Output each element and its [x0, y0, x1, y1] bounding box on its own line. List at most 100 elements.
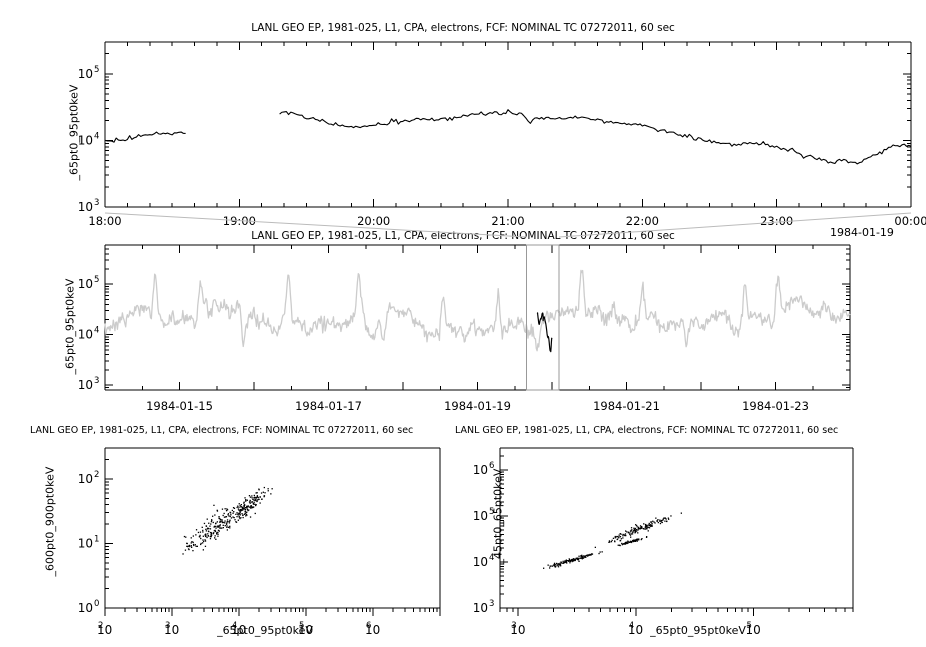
- scatter-point: [235, 513, 237, 515]
- scatter-point: [624, 542, 626, 544]
- scatter-point: [215, 525, 217, 528]
- scatter-point: [565, 559, 567, 561]
- scatter-point: [247, 505, 249, 507]
- scatter-point: [663, 517, 665, 519]
- scatter-point: [645, 525, 647, 528]
- scatter-point: [633, 539, 635, 541]
- scatter-point: [569, 559, 571, 561]
- scatter-point: [639, 525, 642, 527]
- scatter-point: [218, 526, 220, 528]
- scatter-point: [243, 513, 246, 515]
- scatter-point: [584, 555, 586, 557]
- scatter-point: [238, 513, 240, 515]
- scatter-point: [198, 535, 201, 538]
- scatter-point: [200, 542, 202, 545]
- scatter-point: [636, 540, 638, 542]
- scatter-point: [646, 536, 648, 538]
- scatter-point: [646, 527, 648, 530]
- scatter-point: [191, 541, 193, 543]
- tick-exponent: 5: [299, 621, 304, 631]
- scatter-point: [230, 514, 232, 516]
- scatter-points: [182, 486, 273, 555]
- scatter-point: [200, 537, 202, 540]
- scatter-point: [566, 562, 568, 564]
- scatter-point: [590, 554, 592, 556]
- scatter-point: [630, 536, 632, 538]
- scatter-point: [213, 530, 215, 532]
- scatter-point: [637, 529, 639, 531]
- scatter-point: [568, 560, 570, 562]
- tick-exponent: 6: [489, 461, 494, 471]
- scatter-point: [581, 557, 583, 559]
- scatter-point: [254, 499, 257, 501]
- scatter-point: [225, 510, 228, 512]
- scatter-point: [211, 519, 213, 522]
- y-tick-label: 10 5: [473, 507, 495, 523]
- scatter-point: [665, 518, 667, 520]
- scatter-point: [581, 554, 583, 556]
- scatter-point: [616, 538, 619, 540]
- scatter-point: [233, 511, 235, 513]
- scatter-point: [627, 542, 629, 544]
- scatter-point: [617, 544, 619, 546]
- scatter-point: [586, 554, 588, 556]
- scatter-point: [591, 553, 593, 555]
- scatter-point: [202, 535, 204, 537]
- scatter-point: [248, 501, 251, 503]
- scatter-point: [204, 540, 207, 542]
- scatter-point: [564, 561, 566, 563]
- scatter-point: [224, 520, 226, 522]
- tick-exponent: 3: [165, 621, 170, 631]
- scatter-point: [621, 542, 623, 545]
- tick-mantissa: 10: [510, 623, 525, 637]
- scatter-point: [220, 521, 222, 523]
- scatter-point: [645, 536, 648, 538]
- scatter-point: [244, 512, 246, 514]
- top-trace-segment-0: [104, 131, 186, 143]
- scatter-point: [214, 530, 217, 533]
- scatter-point: [263, 495, 266, 497]
- scatter-point: [652, 520, 654, 522]
- scatter-point: [217, 529, 220, 531]
- scatter-point: [651, 524, 653, 526]
- scatter-point: [573, 558, 575, 560]
- scatter-point: [240, 517, 242, 519]
- scatter-point: [226, 509, 229, 511]
- panel-top-timeseries: LANL GEO EP, 1981-025, L1, CPA, electron…: [0, 0, 926, 239]
- scatter-point: [255, 497, 257, 499]
- scatter-point: [229, 515, 231, 518]
- scatter-point: [192, 543, 195, 546]
- scatter-point: [218, 530, 220, 532]
- tick-exponent: 1: [94, 534, 99, 544]
- scatter-point: [583, 556, 586, 558]
- scatter-point: [666, 520, 668, 522]
- scatter-point: [662, 518, 664, 520]
- x-tick-label: 1984-01-19: [444, 399, 511, 413]
- scatter-point: [634, 527, 636, 530]
- scatter-point: [231, 509, 233, 512]
- scatter-point: [205, 533, 207, 535]
- scatter-point: [629, 533, 631, 535]
- scatter-point: [238, 515, 240, 518]
- scatter-point: [630, 527, 633, 529]
- scatter-point: [212, 533, 214, 535]
- scatter-point: [249, 499, 251, 502]
- selection-window-box[interactable]: [525, 244, 560, 391]
- x-tick-label: 106: [365, 621, 380, 637]
- tick-exponent: 4: [232, 621, 237, 631]
- scatter-point: [585, 556, 587, 558]
- scatter-point: [222, 514, 224, 517]
- scatter-point: [240, 504, 242, 506]
- scatter-point: [232, 516, 234, 518]
- scatter-point: [248, 509, 250, 511]
- scatter-point: [210, 533, 212, 535]
- scatter-point: [243, 507, 245, 509]
- scatter-point: [210, 521, 213, 523]
- scatter-point: [244, 508, 247, 511]
- y-tick-label: 10 5: [78, 275, 100, 291]
- scatter-point: [239, 514, 241, 516]
- scatter-point: [238, 506, 240, 508]
- scatter-point: [195, 529, 198, 531]
